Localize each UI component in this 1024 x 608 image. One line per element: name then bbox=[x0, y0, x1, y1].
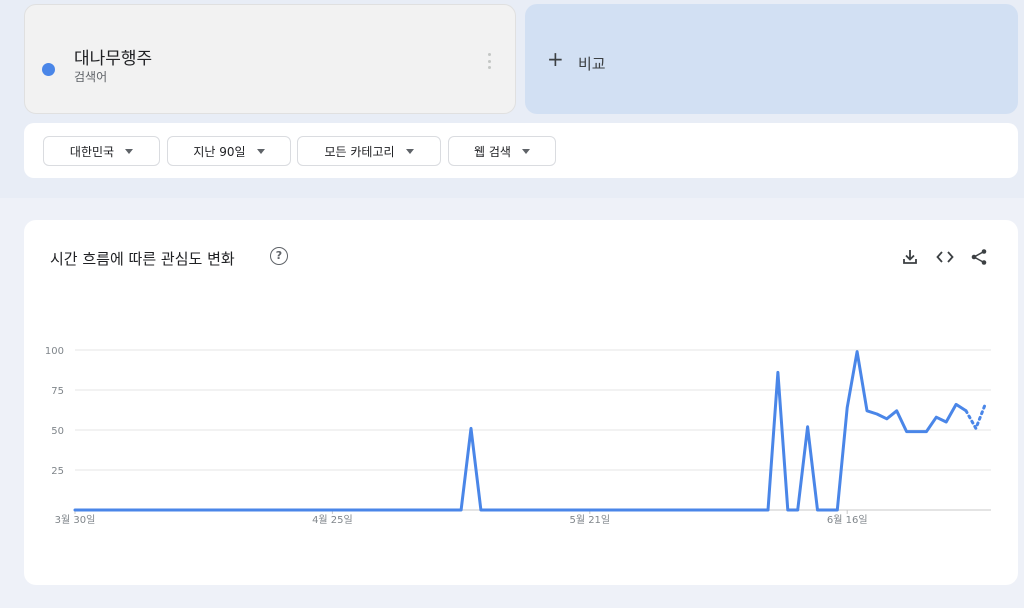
y-tick-label: 100 bbox=[45, 346, 64, 357]
search-term-type: 검색어 bbox=[74, 70, 108, 84]
share-icon[interactable] bbox=[970, 248, 988, 266]
chevron-down-icon bbox=[405, 148, 414, 154]
interest-over-time-card: 시간 흐름에 따른 관심도 변화 ? 100 75 50 25 3월 30일 4월 25일… bbox=[24, 220, 1018, 585]
x-tick-label: 5월 21일 bbox=[569, 514, 610, 526]
search-type-dropdown-label: 웹 검색 bbox=[474, 144, 511, 159]
chevron-down-icon bbox=[125, 148, 134, 154]
y-tick-label: 50 bbox=[51, 426, 64, 437]
chevron-down-icon bbox=[521, 148, 530, 154]
x-tick-label: 3월 30일 bbox=[55, 514, 96, 526]
y-tick-label: 25 bbox=[51, 466, 64, 477]
time-range-dropdown-label: 지난 90일 bbox=[193, 144, 246, 159]
compare-label: 비교 bbox=[578, 55, 606, 73]
more-options-icon[interactable] bbox=[487, 53, 491, 69]
category-dropdown[interactable]: 모든 카테고리 bbox=[297, 136, 441, 166]
help-icon[interactable]: ? bbox=[270, 247, 288, 265]
series-line bbox=[73, 350, 968, 512]
embed-icon[interactable] bbox=[936, 248, 954, 266]
chevron-down-icon bbox=[256, 148, 265, 154]
plus-icon: + bbox=[547, 47, 564, 71]
term-color-dot bbox=[42, 63, 55, 76]
search-term-name[interactable]: 대나무행주 bbox=[74, 49, 153, 69]
series-line-partial bbox=[964, 401, 988, 432]
chart-title: 시간 흐름에 따른 관심도 변화 bbox=[50, 250, 235, 268]
search-type-dropdown[interactable]: 웹 검색 bbox=[448, 136, 556, 166]
search-term-card[interactable]: 대나무행주 검색어 bbox=[24, 4, 516, 114]
download-icon[interactable] bbox=[901, 248, 919, 266]
region-dropdown[interactable]: 대한민국 bbox=[43, 136, 160, 166]
x-tick-label: 4월 25일 bbox=[312, 514, 353, 526]
filter-bar: 대한민국 지난 90일 모든 카테고리 웹 검색 bbox=[24, 123, 1018, 178]
compare-button[interactable]: + 비교 bbox=[525, 4, 1018, 114]
time-range-dropdown[interactable]: 지난 90일 bbox=[167, 136, 291, 166]
y-tick-label: 75 bbox=[51, 386, 64, 397]
region-dropdown-label: 대한민국 bbox=[69, 144, 115, 159]
line-chart: 100 75 50 25 3월 30일 4월 25일 5월 21일 6월 16일 bbox=[45, 346, 991, 526]
x-tick-label: 6월 16일 bbox=[827, 514, 868, 526]
category-dropdown-label: 모든 카테고리 bbox=[324, 144, 395, 159]
